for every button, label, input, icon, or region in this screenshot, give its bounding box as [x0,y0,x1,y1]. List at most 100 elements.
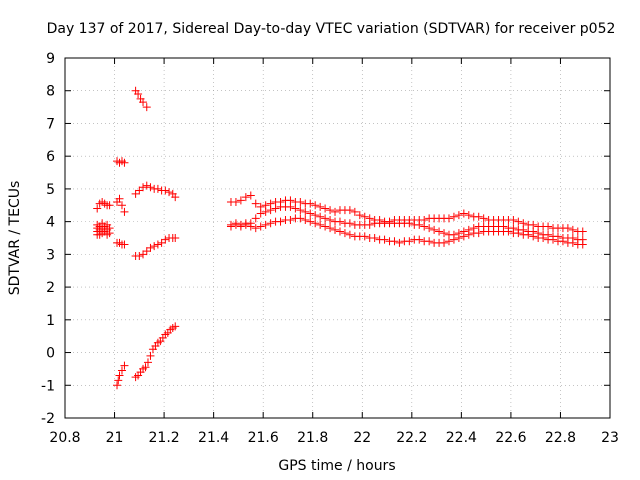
data-point [415,235,424,244]
x-tick-label: 20.8 [49,430,80,446]
data-point [142,247,151,256]
y-tick-label: 8 [46,84,55,100]
data-point [296,198,305,206]
data-point [420,222,429,231]
data-point [504,227,513,236]
data-point [134,90,143,98]
x-tick-label: 21.6 [248,430,279,446]
y-tick-label: 3 [46,247,55,263]
data-point [544,222,553,231]
data-point [558,237,567,246]
data-point [464,211,473,220]
data-point [514,229,523,238]
data-point [311,201,320,210]
data-point [161,186,170,195]
data-point [345,206,354,215]
data-point [524,230,533,239]
y-axis-title: SDTVAR / TECUs [7,181,23,296]
data-point [231,220,240,229]
data-point [256,209,265,218]
data-point [171,234,180,242]
y-tick-label: 7 [46,116,55,132]
data-point [568,225,577,234]
data-point [131,189,140,198]
x-tick-label: 23 [601,430,619,446]
data-point [365,220,374,229]
data-point [150,242,159,251]
data-point [425,224,434,233]
data-point [241,220,250,229]
data-point [301,216,310,224]
data-point [105,224,114,233]
data-point [146,183,155,192]
data-point [251,199,260,208]
data-point [115,371,124,380]
data-point [251,224,260,233]
x-tick-label: 22 [353,430,371,446]
data-point [563,224,572,233]
y-tick-labels: -2 -1 0 1 2 3 4 5 6 7 8 9 [41,51,55,427]
data-point [345,230,354,239]
data-point [440,229,449,238]
data-point [306,199,315,208]
data-point [291,204,300,213]
y-tick-label: 6 [46,149,55,165]
data-point [139,250,148,259]
data-point [271,204,280,213]
data-point [301,207,310,216]
y-tick-label: -2 [41,411,55,427]
x-tick-label: 22.4 [446,430,477,446]
data-point [370,234,379,242]
data-points [93,86,587,390]
data-point [231,198,240,206]
data-point [135,186,144,195]
data-point [171,322,180,331]
chart-title: Day 137 of 2017, Sidereal Day-to-day VTE… [47,21,616,37]
data-point [326,206,335,215]
data-point [141,363,150,372]
data-point [311,211,320,220]
data-point [425,237,434,246]
data-point [459,209,468,218]
data-point [415,220,424,229]
data-point [331,207,340,216]
data-point [165,188,174,197]
data-point [266,219,275,228]
data-point [256,222,265,231]
data-point [459,232,468,241]
data-point [350,207,359,216]
data-point [321,204,330,213]
x-axis-title: GPS time / hours [278,458,395,474]
data-point [296,206,305,215]
data-point [464,230,473,239]
data-point [444,237,453,246]
data-point [578,240,587,249]
y-tick-label: 1 [46,313,55,329]
y-tick-label: 0 [46,346,55,362]
data-point [449,235,458,244]
data-point [114,376,123,385]
data-point [355,211,364,220]
data-point [449,212,458,221]
data-point [444,214,453,223]
data-point [241,193,250,202]
data-point [161,235,170,244]
data-point [321,222,330,231]
data-point [514,217,523,226]
data-point [157,238,166,247]
data-point [326,224,335,233]
data-point [261,220,270,229]
data-point [286,202,295,211]
data-point [335,217,344,226]
data-point [120,361,129,370]
data-point [115,194,124,203]
data-point [286,216,295,224]
data-point [345,219,354,228]
data-point [568,238,577,247]
data-point [479,214,488,223]
x-tick-label: 22.6 [495,430,526,446]
y-tick-label: -1 [41,378,55,394]
data-point [316,202,325,211]
data-point [146,243,155,252]
